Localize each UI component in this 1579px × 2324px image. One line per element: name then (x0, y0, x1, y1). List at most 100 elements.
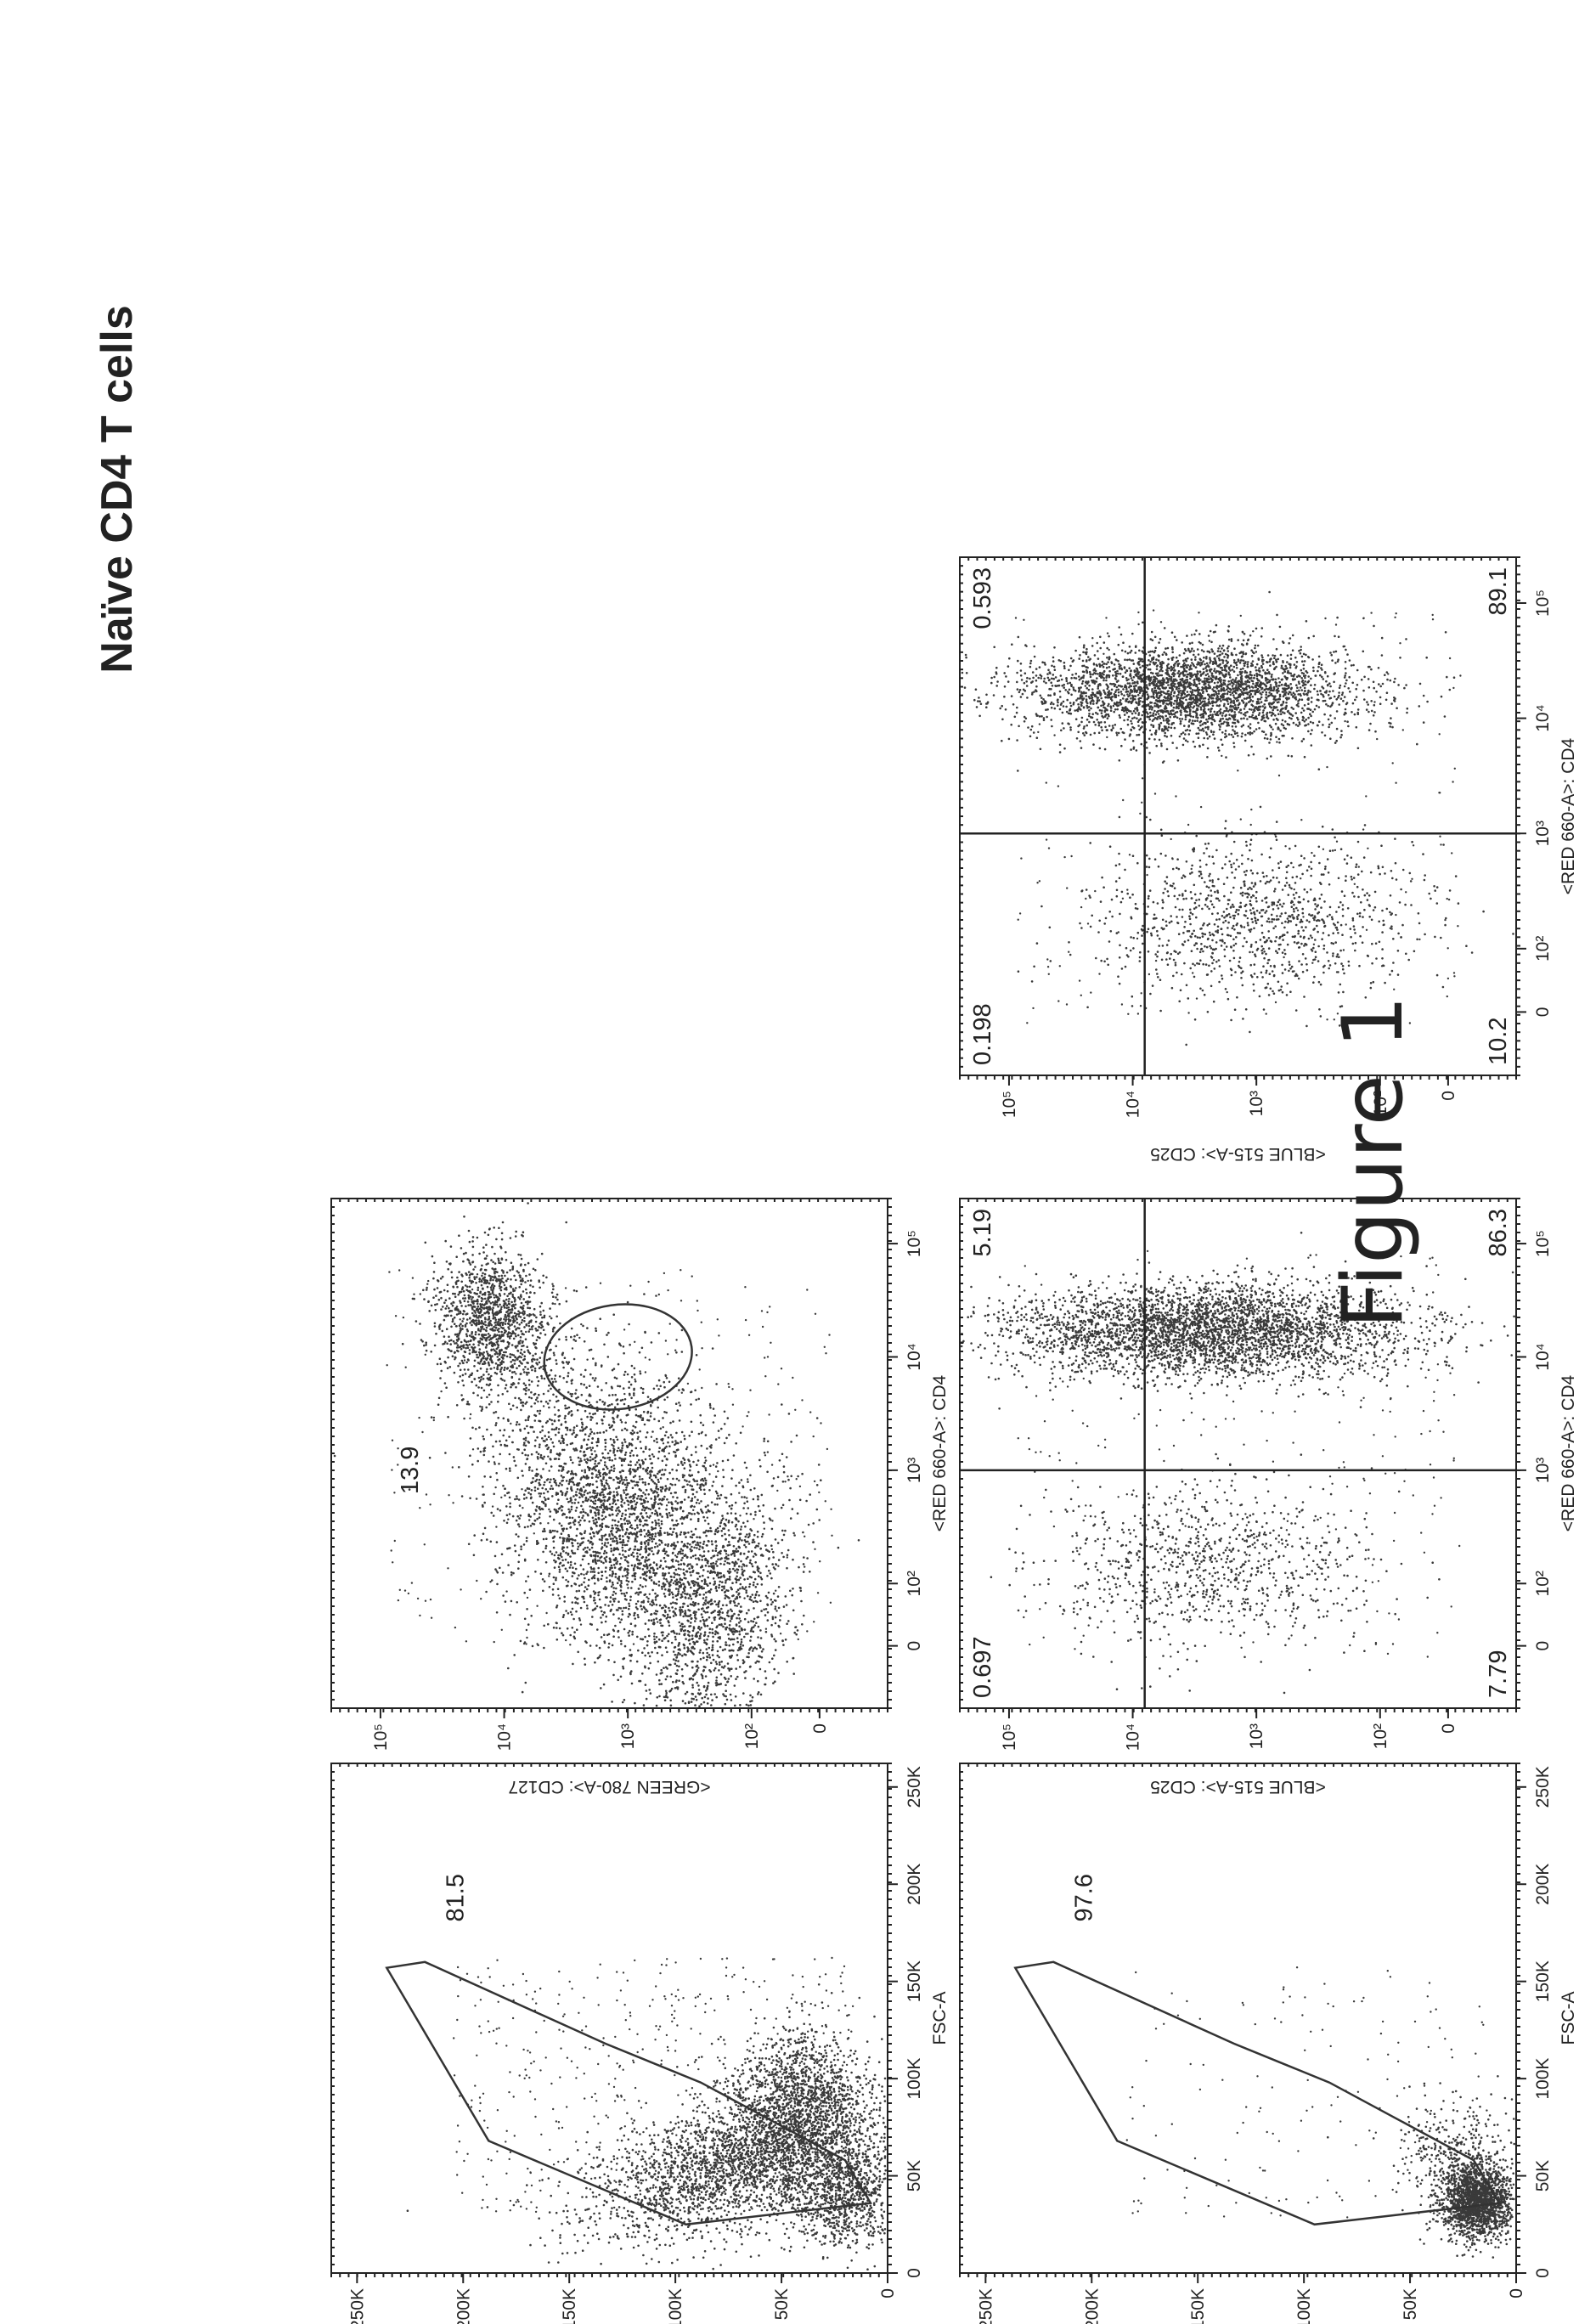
scatter-point (855, 2193, 859, 2197)
scatter-point (833, 2129, 836, 2133)
scatter-point (837, 2181, 841, 2185)
scatter-point (712, 2151, 715, 2154)
scatter-point (581, 2249, 584, 2252)
scatter-point (838, 2098, 841, 2101)
scatter-point (592, 2167, 595, 2169)
scatter-point (701, 2166, 704, 2169)
scatter-point (697, 2124, 700, 2128)
scatter-point (674, 2010, 676, 2012)
scatter-point (822, 2173, 825, 2176)
scatter-point (760, 2124, 764, 2127)
scatter-point (729, 2127, 732, 2130)
scatter-point (865, 2068, 868, 2071)
scatter-point (872, 2210, 876, 2214)
scatter-point (631, 2122, 634, 2124)
scatter-point (668, 2202, 672, 2205)
scatter-point (855, 2222, 859, 2225)
scatter-point (595, 2223, 598, 2226)
scatter-point (849, 2124, 852, 2127)
scatter-point (784, 2193, 787, 2196)
scatter-point (690, 2146, 693, 2149)
scatter-point (872, 2133, 876, 2135)
scatter-point (820, 2110, 822, 2113)
scatter-point (734, 2155, 736, 2158)
scatter-point (788, 2249, 792, 2253)
scatter-point (805, 2050, 808, 2053)
scatter-point (825, 2154, 828, 2157)
scatter-point (671, 2220, 674, 2223)
scatter-point (824, 2079, 826, 2083)
scatter-point (687, 2170, 690, 2173)
scatter-point (810, 2164, 814, 2168)
scatter-point (870, 2109, 873, 2112)
scatter-point (756, 2231, 758, 2234)
scatter-point (877, 2121, 880, 2124)
scatter-point (725, 2137, 729, 2140)
scatter-point (719, 2059, 721, 2062)
scatter-point (743, 2127, 747, 2130)
scatter-point (846, 2233, 849, 2237)
scatter-point (735, 2250, 738, 2253)
scatter-point (781, 2073, 784, 2076)
scatter-point (680, 2217, 683, 2220)
scatter-point (748, 2171, 752, 2174)
scatter-point (832, 2112, 834, 2115)
scatter-point (747, 2219, 749, 2221)
scatter-point (559, 2242, 562, 2244)
scatter-point (813, 2188, 816, 2191)
scatter-point (792, 2097, 796, 2100)
scatter-point (770, 2165, 772, 2168)
scatter-point (699, 2186, 702, 2189)
scatter-point (742, 2072, 745, 2075)
scatter-point (770, 2062, 773, 2064)
scatter-point (830, 2081, 833, 2084)
scatter-point (719, 2156, 721, 2158)
scatter-point (586, 2208, 589, 2211)
scatter-point (651, 2218, 655, 2221)
scatter-point (822, 2218, 826, 2221)
scatter-point (716, 2178, 719, 2180)
scatter-point (819, 2068, 821, 2071)
scatter-point (821, 2058, 823, 2061)
scatter-point (682, 2149, 685, 2152)
scatter-point (773, 2163, 776, 2166)
scatter-point (833, 2159, 837, 2163)
scatter-point (806, 2239, 809, 2242)
scatter-point (809, 2123, 813, 2125)
scatter-point (826, 2085, 828, 2089)
scatter-point (773, 2181, 776, 2185)
scatter-point (635, 2223, 639, 2226)
scatter-point (770, 2197, 773, 2200)
scatter-point (618, 2183, 621, 2186)
scatter-point (748, 2050, 751, 2052)
scatter-point (809, 2220, 813, 2222)
scatter-point (863, 2118, 866, 2120)
scatter-point (711, 2177, 714, 2180)
scatter-point (753, 2159, 756, 2162)
scatter-point (775, 2041, 777, 2045)
scatter-point (833, 2226, 837, 2230)
scatter-point (815, 2171, 818, 2174)
scatter-point (746, 2057, 749, 2060)
scatter-point (648, 2134, 651, 2137)
scatter-point (867, 2178, 871, 2181)
scatter-point (649, 2199, 652, 2202)
scatter-point (612, 2155, 616, 2158)
scatter-point (831, 2195, 834, 2197)
scatter-point (843, 2208, 847, 2211)
scatter-point (864, 2107, 866, 2109)
scatter-point (806, 2134, 809, 2137)
scatter-point (703, 2155, 706, 2158)
scatter-point (830, 2188, 833, 2191)
scatter-point (725, 2214, 729, 2216)
scatter-point (752, 2105, 754, 2107)
scatter-point (744, 2097, 747, 2100)
scatter-point (787, 2176, 791, 2180)
scatter-point (791, 2199, 793, 2202)
scatter-point (835, 2139, 838, 2141)
scatter-point (771, 2071, 774, 2073)
scatter-point (696, 2123, 699, 2125)
scatter-point (632, 2231, 635, 2234)
scatter-point (696, 2106, 699, 2109)
scatter-point (783, 2068, 786, 2072)
